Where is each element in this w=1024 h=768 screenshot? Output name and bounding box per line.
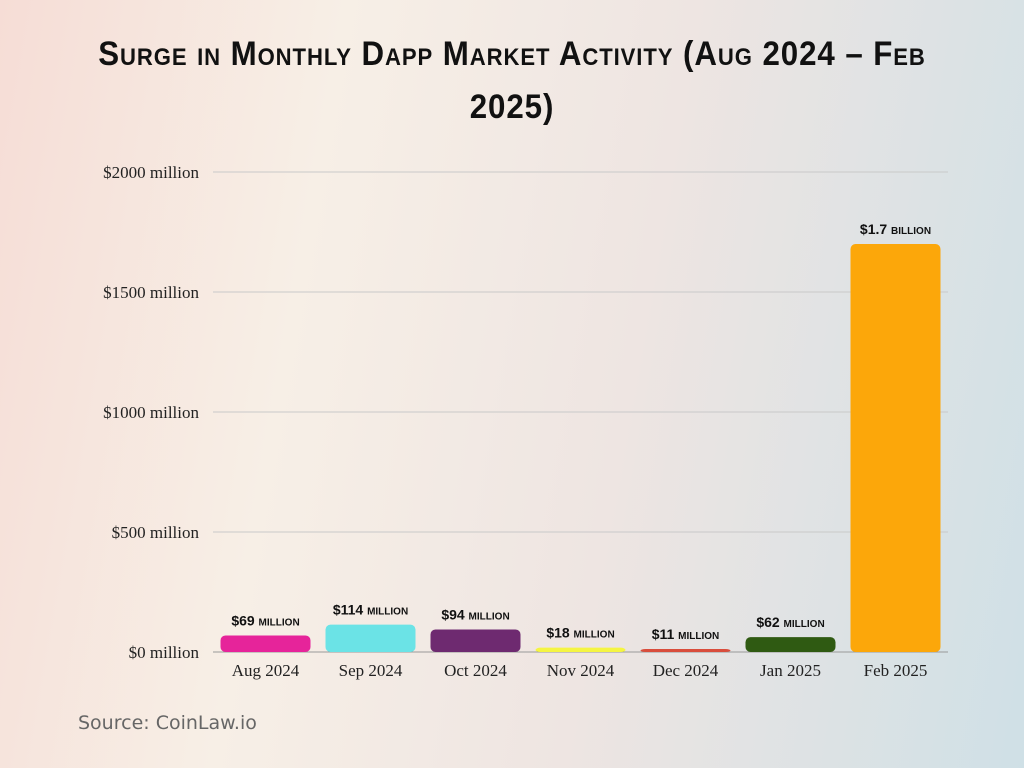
x-tick-label: Aug 2024	[232, 661, 300, 680]
y-tick-label: $500 million	[112, 523, 200, 542]
x-tick-label: Feb 2025	[864, 661, 928, 680]
x-tick-label: Dec 2024	[653, 661, 719, 680]
bar	[640, 649, 731, 652]
bar	[745, 637, 836, 652]
source-note: Source: CoinLaw.io	[78, 712, 257, 734]
data-label: $18 million	[546, 625, 614, 641]
bar	[535, 647, 626, 652]
y-tick-label: $1000 million	[103, 403, 199, 422]
x-tick-label: Jan 2025	[760, 661, 821, 680]
data-label: $69 million	[231, 612, 299, 628]
x-tick-label: Nov 2024	[547, 661, 615, 680]
data-label: $11 million	[652, 626, 720, 642]
y-tick-label: $0 million	[129, 643, 200, 662]
chart-title: Surge in Monthly Dapp Market Activity (A…	[98, 35, 926, 126]
y-tick-label: $1500 million	[103, 283, 199, 302]
bar	[430, 629, 521, 652]
bar	[850, 244, 941, 652]
data-label: $94 million	[441, 606, 509, 622]
data-label: $1.7 billion	[860, 221, 931, 237]
x-tick-label: Sep 2024	[339, 661, 403, 680]
bar	[325, 624, 416, 652]
data-label: $114 million	[333, 602, 408, 618]
y-tick-label: $2000 million	[103, 163, 199, 182]
bar	[220, 635, 311, 652]
data-label: $62 million	[756, 614, 824, 630]
x-tick-label: Oct 2024	[444, 661, 507, 680]
